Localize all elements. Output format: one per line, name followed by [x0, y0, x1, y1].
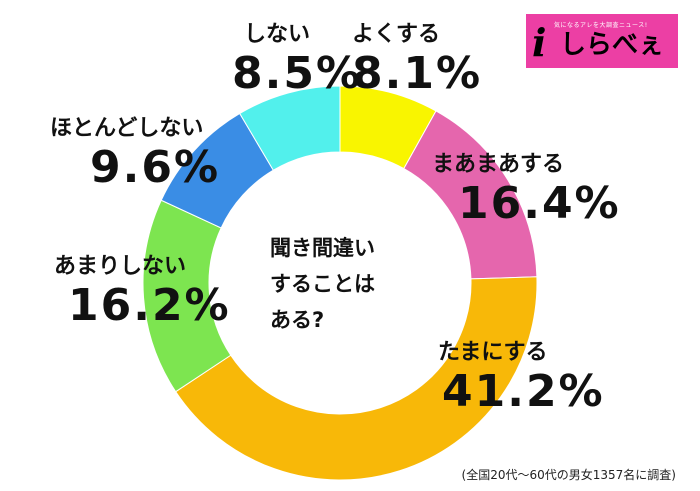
label-amari-shinai: あまりしない 16.2%: [54, 254, 231, 332]
slice-value: 8.1%: [352, 48, 483, 99]
logo-text: しらべぇ: [560, 30, 665, 60]
slice-value: 16.2%: [68, 280, 231, 331]
slice-label: ほとんどしない: [50, 116, 204, 141]
slice-value: 9.6%: [90, 142, 221, 193]
center-line: ある?: [270, 308, 325, 332]
survey-footnote: (全国20代～60代の男女1357名に調査): [461, 468, 676, 482]
center-line: することは: [270, 272, 375, 296]
donut-slice: [174, 276, 538, 481]
slice-label: たまにする: [438, 340, 548, 365]
slice-label: まあまあする: [432, 152, 565, 177]
donut-slice: [239, 85, 341, 171]
slice-value: 16.4%: [458, 178, 621, 229]
label-maamaa-suru: まあまあする 16.4%: [432, 152, 621, 230]
logo-letter: i: [532, 20, 547, 65]
slice-label: あまりしない: [54, 254, 187, 279]
center-line: 聞き間違い: [270, 236, 375, 260]
logo-tagline: 気になるアレを大調査ニュース!: [554, 22, 648, 29]
center-question: 聞き間違い することは ある?: [270, 230, 410, 338]
label-shinai: しない 8.5%: [232, 22, 362, 100]
shirabee-logo: 気になるアレを大調査ニュース! i しらべぇ: [526, 14, 678, 68]
slice-value: 8.5%: [232, 48, 363, 99]
label-hotondo-shinai: ほとんどしない 9.6%: [50, 116, 220, 194]
label-yoku-suru: よくする 8.1%: [352, 22, 482, 100]
slice-value: 41.2%: [442, 366, 605, 417]
slice-label: よくする: [352, 22, 441, 47]
label-tamani-suru: たまにする 41.2%: [438, 340, 605, 418]
slice-label: しない: [244, 22, 311, 47]
